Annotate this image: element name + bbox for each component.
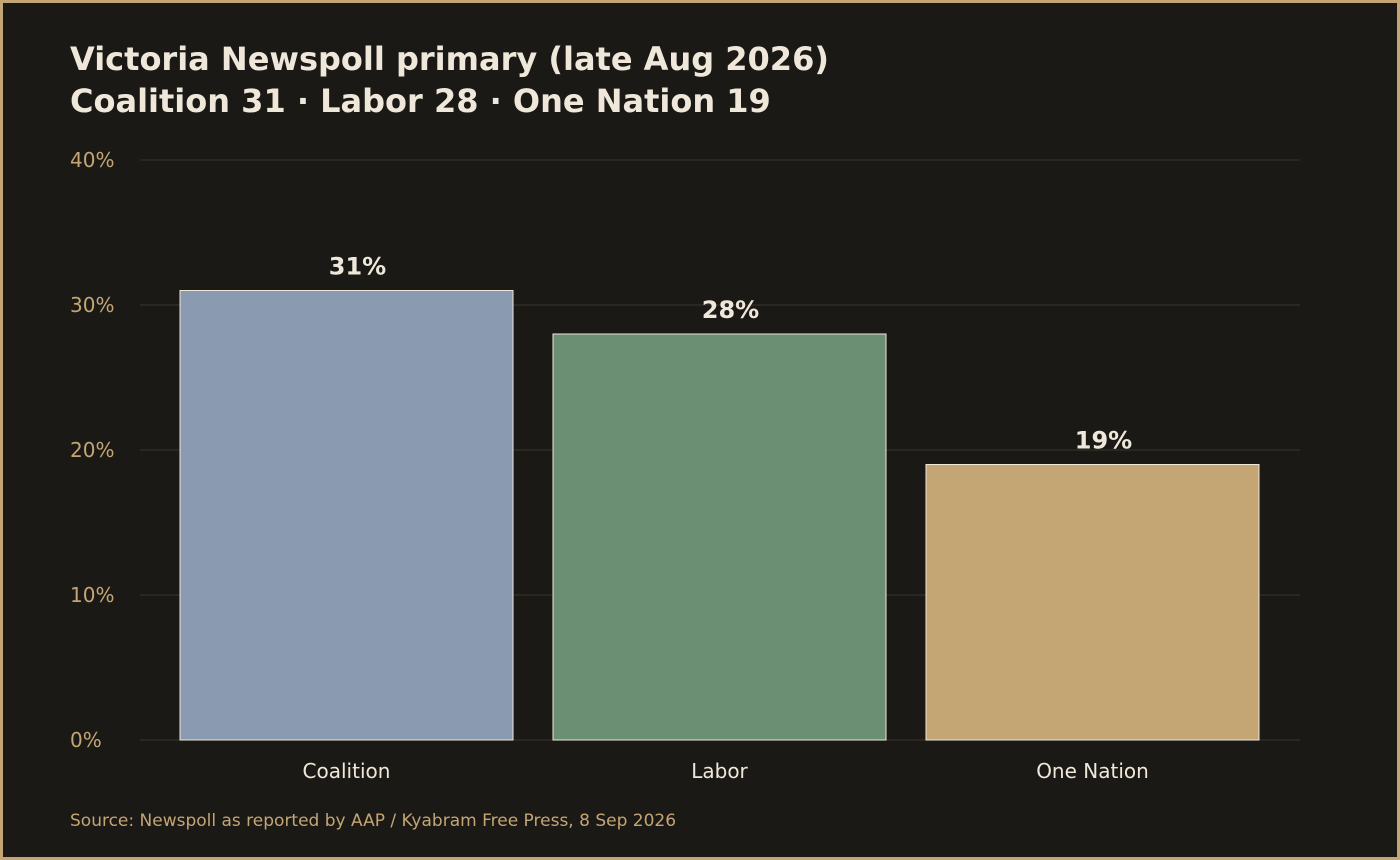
x-tick-label: One Nation [1036,759,1149,783]
value-label: 28% [702,296,759,324]
x-tick-label: Coalition [303,759,391,783]
y-axis-ticks: 0% 10% 20% 30% 40% [70,148,114,752]
bar-coalition [179,290,514,741]
bar-one-nation [925,464,1260,741]
chart-subtitle: Coalition 31 · Labor 28 · One Nation 19 [70,82,771,120]
value-label: 31% [329,253,386,281]
chart-title-block: Victoria Newspoll primary (late Aug 2026… [70,38,829,122]
y-tick-label: 30% [70,293,114,317]
chart-title: Victoria Newspoll primary (late Aug 2026… [70,40,829,78]
value-labels: 31% 28% 19% [329,253,1132,455]
y-tick-label: 20% [70,438,114,462]
bar-labor [552,333,887,741]
y-tick-label: 10% [70,583,114,607]
source-note: Source: Newspoll as reported by AAP / Ky… [70,811,677,831]
y-tick-label: 0% [70,728,102,752]
value-label: 19% [1075,427,1132,455]
x-axis-ticks: Coalition Labor One Nation [303,759,1149,783]
y-tick-label: 40% [70,148,114,172]
x-tick-label: Labor [691,759,748,783]
bars [179,290,1260,741]
